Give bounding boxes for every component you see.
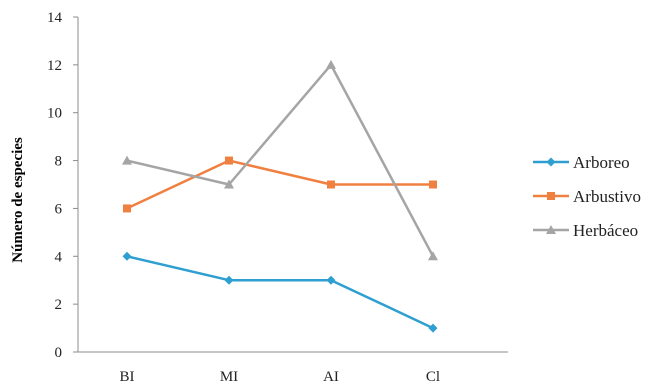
legend-marker: [547, 192, 555, 200]
x-axis: BI MI AI Cl: [78, 351, 508, 385]
legend-label: Arboreo: [573, 153, 630, 172]
y-tick-label: 12: [47, 58, 62, 74]
data-point-herbaceo: [428, 251, 438, 261]
legend-item-arboreo: Arboreo: [533, 153, 630, 172]
legend-item-herbaceo: Herbáceo: [533, 221, 638, 240]
legend-marker: [546, 157, 556, 167]
data-point-arboreo: [326, 275, 336, 285]
series-layer: [122, 59, 438, 333]
legend-label: Herbáceo: [573, 221, 638, 240]
data-point-herbaceo: [122, 155, 132, 165]
series-arboreo: [122, 251, 438, 333]
legend-item-arbustivo: Arbustivo: [533, 187, 641, 206]
series-line-herbaceo: [126, 63, 435, 257]
data-point-arboreo: [224, 275, 234, 285]
x-tick-label: Cl: [426, 369, 440, 385]
data-point-arbustivo: [327, 180, 335, 189]
y-tick-label: 8: [55, 154, 63, 170]
y-tick-label: 4: [55, 249, 63, 265]
series-line-arboreo: [126, 255, 434, 330]
x-tick-label: AI: [323, 369, 339, 385]
y-axis: 0 2 4 6 8 10 12 14: [47, 10, 79, 361]
y-tick-label: 6: [55, 201, 63, 217]
y-tick-label: 14: [47, 10, 63, 26]
legend: Arboreo Arbustivo Herbáceo: [533, 153, 641, 240]
series-arbustivo: [123, 156, 437, 213]
data-point-arbustivo: [123, 204, 131, 213]
y-axis-title: Número de especies: [10, 137, 26, 263]
data-point-arbustivo: [429, 180, 437, 189]
legend-marker: [546, 225, 556, 234]
x-tick-label: BI: [120, 369, 135, 385]
data-point-arbustivo: [225, 156, 233, 165]
data-point-herbaceo: [326, 59, 336, 69]
series-herbaceo: [122, 59, 438, 261]
y-tick-label: 0: [55, 345, 63, 361]
series-line-arbustivo: [126, 159, 433, 210]
x-tick-label: MI: [220, 369, 238, 385]
data-point-herbaceo: [224, 179, 234, 189]
y-tick-label: 2: [55, 297, 63, 313]
legend-label: Arbustivo: [573, 187, 641, 206]
data-point-arboreo: [122, 251, 132, 261]
y-tick-label: 10: [47, 106, 62, 122]
data-point-arboreo: [428, 323, 438, 333]
